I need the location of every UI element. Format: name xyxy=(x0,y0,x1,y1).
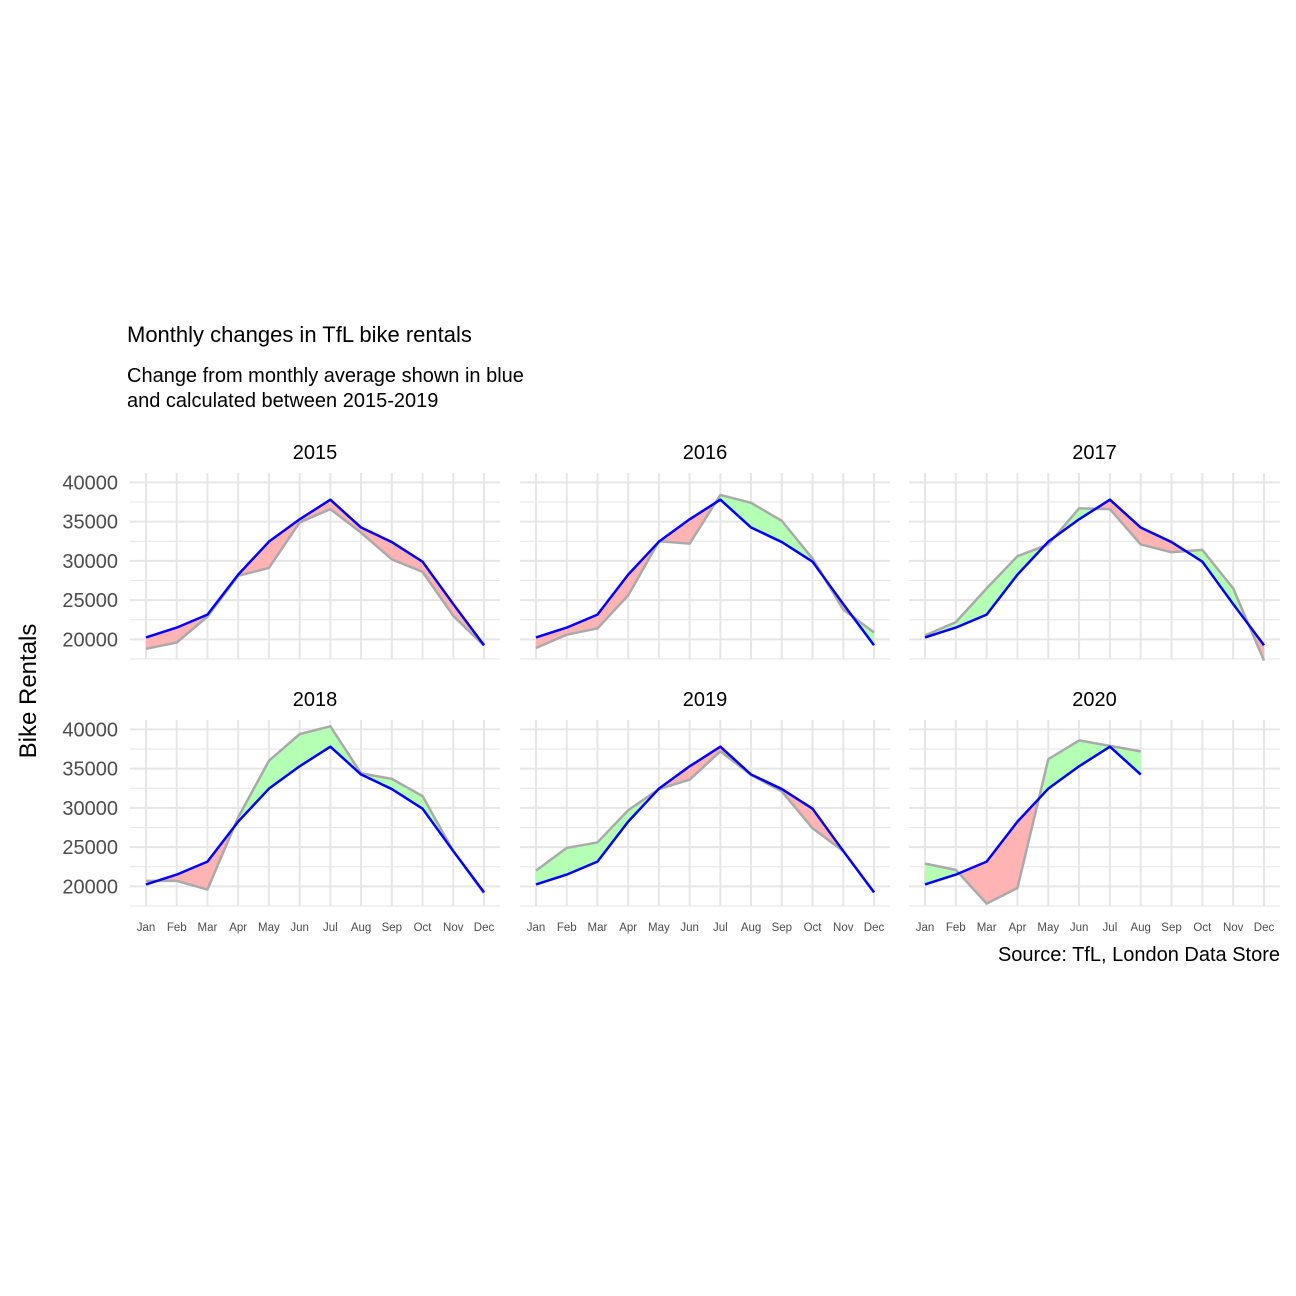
above-average-ribbon xyxy=(597,810,629,862)
x-tick-label: May xyxy=(648,922,670,934)
facet-panel-2019: 2019 Jan Feb Mar Apr May Jun Jul Aug Sep Oct Nov Dec xyxy=(520,689,890,934)
x-tick-label: May xyxy=(1037,922,1059,934)
below-average-ribbon xyxy=(536,627,567,649)
facet-panel-2020: 2020 Jan Feb Mar Apr May Jun Jul Aug Sep Oct Nov Dec xyxy=(909,689,1280,934)
x-tick-label: Oct xyxy=(1193,922,1212,934)
x-tick-label: Jan xyxy=(527,922,546,934)
above-average-ribbon xyxy=(299,726,331,767)
actual-rentals-line xyxy=(145,507,485,651)
y-tick-label: 20000 xyxy=(62,876,118,898)
above-average-ribbon xyxy=(986,556,1018,615)
facet-panel-2017: 2017 xyxy=(909,442,1280,662)
monthly-average-line xyxy=(535,745,876,894)
above-average-ribbon xyxy=(268,734,300,789)
x-tick-label: Jan xyxy=(916,922,935,934)
facet-strip-label: 2020 xyxy=(1072,689,1117,711)
x-tick-label: Jul xyxy=(1103,922,1118,934)
actual-rentals-line xyxy=(924,507,1266,662)
above-average-ribbon xyxy=(391,778,423,809)
x-tick-label: Apr xyxy=(619,922,637,934)
facet-strip-label: 2018 xyxy=(293,689,338,711)
x-tick-label: Sep xyxy=(382,922,402,934)
actual-rentals-line xyxy=(924,739,1141,905)
above-average-ribbon xyxy=(536,847,567,885)
x-tick-label: Jun xyxy=(1070,922,1089,934)
facet-strip-label: 2015 xyxy=(293,442,338,464)
chart-title: Monthly changes in TfL bike rentals xyxy=(127,322,472,347)
x-tick-label: Mar xyxy=(198,922,218,934)
x-tick-label: Jul xyxy=(323,922,338,934)
x-tick-label: Feb xyxy=(946,922,966,934)
y-tick-label: 40000 xyxy=(62,472,118,494)
x-tick-label: Nov xyxy=(443,922,464,934)
x-tick-label: Aug xyxy=(1130,922,1150,934)
subtitle-line-1: Change from monthly average shown in blu… xyxy=(127,365,524,387)
monthly-average-line xyxy=(924,745,1142,886)
above-average-ribbon xyxy=(566,842,598,875)
above-average-ribbon xyxy=(1202,549,1234,605)
chart-subtitle: Change from monthly average shown in blu… xyxy=(127,364,524,414)
x-tick-label: May xyxy=(258,922,280,934)
x-tick-label: Jul xyxy=(713,922,728,934)
x-tick-label: Jun xyxy=(680,922,699,934)
facet-strip-label: 2017 xyxy=(1072,442,1117,464)
above-average-ribbon xyxy=(751,502,782,543)
x-tick-label: Nov xyxy=(1223,922,1244,934)
actual-rentals-line xyxy=(146,725,486,895)
x-tick-label: Feb xyxy=(167,922,187,934)
x-tick-label: Apr xyxy=(229,922,247,934)
below-average-ribbon xyxy=(391,542,423,572)
y-tick-label: 35000 xyxy=(62,759,118,781)
y-tick-label: 30000 xyxy=(62,551,118,573)
x-tick-label: Aug xyxy=(351,922,371,934)
facet-panel-2016: 2016 xyxy=(520,442,890,660)
x-tick-label: Aug xyxy=(741,922,761,934)
above-average-ribbon xyxy=(1048,740,1080,789)
actual-rentals-line xyxy=(535,750,876,894)
monthly-average-line xyxy=(535,498,876,647)
y-tick-label: 40000 xyxy=(62,719,118,741)
x-tick-label: Feb xyxy=(557,922,577,934)
x-tick-label: Oct xyxy=(804,922,823,934)
y-tick-label: 25000 xyxy=(62,837,118,859)
y-tick-label: 35000 xyxy=(62,512,118,534)
x-tick-label: Mar xyxy=(588,922,608,934)
below-average-ribbon xyxy=(986,821,1018,904)
x-tick-label: Sep xyxy=(772,922,792,934)
chart-caption: Source: TfL, London Data Store xyxy=(997,944,1280,966)
facet-strip-label: 2016 xyxy=(683,442,728,464)
facet-strip-label: 2019 xyxy=(683,689,728,711)
y-tick-label: 30000 xyxy=(62,798,118,820)
monthly-average-line xyxy=(924,498,1266,647)
x-tick-label: Jan xyxy=(137,922,156,934)
below-average-ribbon xyxy=(958,861,987,904)
facet-panel-2015: 2015 20000 25000 30000 35000 40000 xyxy=(62,442,500,660)
x-tick-label: Sep xyxy=(1161,922,1181,934)
x-tick-label: Dec xyxy=(1254,922,1275,934)
x-tick-label: Oct xyxy=(414,922,433,934)
above-average-ribbon xyxy=(1079,740,1110,767)
facet-panel-2018: 2018 20000 25000 30000 35000 40000 Jan Feb Mar Ap… xyxy=(62,689,500,934)
monthly-average-line xyxy=(145,498,486,647)
y-axis-label: Bike Rentals xyxy=(15,624,42,759)
subtitle-line-2: and calculated between 2015-2019 xyxy=(127,390,439,412)
y-tick-label: 25000 xyxy=(62,590,118,612)
below-average-ribbon xyxy=(422,561,454,616)
x-tick-label: Jun xyxy=(290,922,309,934)
below-average-ribbon xyxy=(597,574,629,629)
x-tick-label: Dec xyxy=(474,922,495,934)
x-tick-label: Nov xyxy=(833,922,854,934)
x-tick-label: Apr xyxy=(1009,922,1027,934)
monthly-average-line xyxy=(145,745,486,894)
x-tick-label: Mar xyxy=(977,922,997,934)
below-average-ribbon xyxy=(1109,499,1141,545)
y-tick-label: 20000 xyxy=(62,629,118,651)
x-tick-label: Dec xyxy=(864,922,885,934)
